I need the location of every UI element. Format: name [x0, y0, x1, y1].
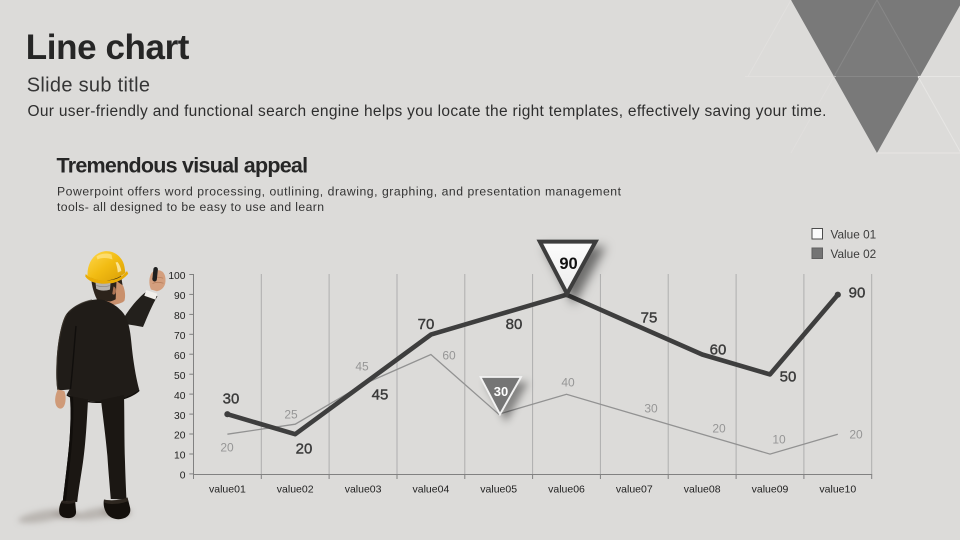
svg-text:40: 40: [561, 375, 575, 389]
svg-text:90: 90: [849, 284, 866, 301]
svg-text:10: 10: [772, 432, 786, 446]
svg-text:value03: value03: [345, 484, 382, 496]
svg-text:25: 25: [284, 407, 298, 421]
svg-text:70: 70: [418, 316, 435, 333]
svg-text:45: 45: [355, 359, 369, 373]
svg-text:20: 20: [220, 440, 234, 454]
svg-text:20: 20: [174, 431, 186, 442]
svg-text:50: 50: [174, 371, 186, 382]
svg-text:45: 45: [372, 386, 389, 403]
svg-text:0: 0: [180, 471, 186, 482]
svg-text:80: 80: [506, 316, 523, 333]
svg-text:90: 90: [174, 291, 186, 302]
svg-text:value04: value04: [413, 484, 450, 496]
svg-text:tools- all designed to be eas: tools- all designed to be easy to use an…: [57, 200, 324, 214]
svg-text:value09: value09: [752, 484, 789, 496]
svg-text:100: 100: [168, 271, 185, 282]
svg-text:Line chart: Line chart: [26, 28, 190, 67]
svg-text:value02: value02: [277, 484, 314, 496]
svg-text:value08: value08: [684, 484, 721, 496]
svg-text:value07: value07: [616, 484, 653, 496]
svg-text:value10: value10: [819, 484, 856, 496]
svg-text:20: 20: [296, 440, 313, 457]
svg-text:20: 20: [849, 427, 863, 441]
svg-text:20: 20: [712, 421, 726, 435]
svg-text:80: 80: [174, 311, 186, 322]
svg-text:Powerpoint offers word process: Powerpoint offers word processing, outli…: [57, 185, 622, 199]
svg-text:40: 40: [174, 391, 186, 402]
svg-text:60: 60: [442, 348, 456, 362]
svg-text:Tremendous visual appeal: Tremendous visual appeal: [57, 154, 308, 178]
svg-text:Value 01: Value 01: [831, 228, 877, 242]
svg-text:Our user-friendly and function: Our user-friendly and functional search …: [28, 103, 827, 120]
svg-text:60: 60: [174, 351, 186, 362]
svg-text:value01: value01: [209, 484, 246, 496]
svg-text:60: 60: [710, 341, 727, 358]
svg-text:30: 30: [644, 401, 658, 415]
svg-text:value05: value05: [480, 484, 517, 496]
svg-text:Value 02: Value 02: [831, 247, 877, 261]
svg-text:10: 10: [174, 451, 186, 462]
svg-text:30: 30: [223, 390, 240, 407]
svg-text:30: 30: [174, 411, 186, 422]
svg-text:30: 30: [494, 384, 508, 399]
svg-text:75: 75: [641, 309, 658, 326]
svg-text:90: 90: [559, 255, 577, 273]
svg-text:70: 70: [174, 331, 186, 342]
svg-text:50: 50: [780, 368, 797, 385]
svg-text:value06: value06: [548, 484, 585, 496]
svg-text:Slide sub title: Slide sub title: [27, 75, 150, 97]
